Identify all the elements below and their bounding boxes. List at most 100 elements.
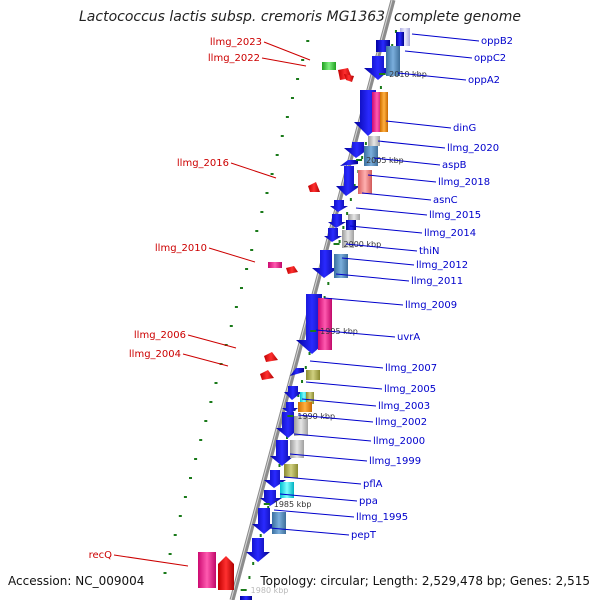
gene-arrow-llmg2015	[330, 200, 348, 212]
gene-label-right: llmg_1995	[356, 512, 408, 523]
ruler-dot	[306, 40, 310, 42]
ruler-dot	[285, 116, 289, 118]
gene-label-right: thiN	[419, 246, 440, 257]
ruler-dot	[267, 506, 270, 509]
gene-label-right: llmg_2011	[411, 276, 463, 287]
ruler-dot	[391, 44, 394, 47]
left-label-leader	[113, 554, 189, 567]
gene-block-oppc2	[386, 46, 400, 76]
gene-block-dinG	[372, 92, 382, 132]
gene-block-aspb	[364, 146, 378, 166]
ruler-dot	[245, 268, 249, 270]
ruler-dot	[301, 59, 305, 61]
scale-tick-label: 2000 kbp	[344, 240, 382, 249]
ruler-dot	[346, 212, 349, 215]
gene-arrow-llmg1995	[252, 508, 276, 534]
right-label-leader	[289, 453, 368, 462]
ruler-dot	[342, 226, 345, 229]
gene-block-uvra	[318, 298, 332, 350]
gene-block-llmg1999	[290, 440, 304, 458]
gene-label-left: llmg_2022	[208, 53, 260, 64]
ruler-dot	[255, 230, 259, 232]
scale-tick-label: 1980 kbp	[251, 586, 289, 595]
gene-arrow-llmg2005a	[284, 386, 302, 400]
gene-block-llmg2002	[298, 402, 312, 412]
ruler-dot	[364, 142, 367, 145]
ruler-dot	[239, 287, 243, 289]
gene-label-right: uvrA	[397, 332, 420, 343]
right-label-leader	[361, 192, 432, 201]
gene-features	[198, 28, 410, 600]
ruler-dot	[379, 86, 382, 89]
right-label-leader	[355, 207, 428, 216]
genome-summary: Topology: circular; Length: 2,529,478 bp…	[260, 574, 590, 588]
right-label-leader	[335, 273, 410, 282]
gene-block-llmg2005	[306, 370, 320, 380]
ruler-dot	[270, 173, 274, 175]
ruler-dot	[353, 184, 356, 187]
ruler-dot	[323, 296, 326, 299]
right-label-leaders: oppB2 oppC2 oppA2 dinG llmg_2020 aspB llmg_201…	[269, 33, 513, 541]
gene-block-pfla-cyan	[280, 482, 294, 498]
right-label-leader	[373, 157, 441, 166]
gene-block-dinG-orange	[380, 92, 388, 132]
gene-block-oppb2-dark	[396, 32, 404, 46]
gene-label-right: llmg_2002	[375, 417, 427, 428]
gene-label-right: llmg_2014	[424, 228, 476, 239]
ruler-dot	[327, 282, 330, 285]
ruler-dot	[338, 240, 341, 243]
gene-arrow-llmg2003	[282, 402, 298, 414]
gene-label-right: pflA	[363, 479, 383, 490]
left-label-leader	[187, 334, 237, 349]
ruler-dot	[163, 572, 167, 574]
gene-block-llmg2014	[346, 220, 356, 230]
right-label-leader	[341, 257, 415, 266]
gene-label-right: llmg_1999	[369, 456, 421, 467]
gene-arrow-llmg1999	[270, 440, 294, 466]
gene-label-left: llmg_2006	[134, 330, 186, 341]
right-label-leader	[397, 72, 467, 81]
gene-label-right: aspB	[442, 160, 467, 171]
accession-text: Accession: NC_009004	[8, 574, 145, 588]
map-title: Lactococcus lactis subsp. cremoris MG136…	[79, 9, 521, 25]
gene-label-right: llmg_2020	[447, 143, 499, 154]
gene-arrow-thin	[324, 228, 342, 242]
gene-label-left: llmg_2023	[210, 37, 262, 48]
gene-block-llmg2022	[322, 62, 336, 70]
ruler-dot	[260, 211, 264, 213]
ruler-dot	[296, 78, 300, 80]
gene-arrow-llmg2014	[328, 214, 346, 228]
gene-block-llmg2010	[268, 262, 282, 268]
scale-tick-label: 1995 kbp	[320, 327, 358, 336]
ruler-dot	[199, 439, 203, 441]
ruler-dot	[168, 553, 172, 555]
gene-block-asnC	[358, 170, 372, 194]
ruler-dot	[234, 306, 238, 308]
ruler-dot	[252, 562, 255, 565]
left-label-leader	[230, 162, 277, 179]
ruler-dot	[297, 394, 300, 397]
left-label-leader	[263, 41, 311, 61]
gene-arrow-llmg2010b	[286, 266, 298, 274]
gene-block-llmg2000	[294, 416, 308, 436]
gene-arrow-llmg2018	[336, 166, 360, 196]
ruler-dot	[278, 464, 281, 467]
ruler-dot	[248, 576, 251, 579]
gene-arrow-llmg2006	[264, 352, 278, 362]
gene-label-right: oppB2	[481, 36, 513, 47]
ruler-dot	[183, 496, 187, 498]
gene-arrow-llmg2016	[308, 182, 320, 192]
gene-label-left: recQ	[89, 550, 113, 561]
ruler-dot	[250, 249, 254, 251]
ruler-dot	[361, 156, 364, 159]
gene-label-left: llmg_2004	[129, 349, 181, 360]
gene-arrow-pept	[246, 538, 270, 562]
gene-block-llmg2015	[348, 214, 360, 220]
gene-label-right: dinG	[453, 123, 476, 134]
ruler-dot	[178, 515, 182, 517]
gene-label-right: oppA2	[468, 75, 500, 86]
ruler-dot	[304, 366, 307, 369]
ruler-dot	[189, 477, 193, 479]
gene-label-right: llmg_2012	[416, 260, 468, 271]
ruler-dot	[204, 420, 208, 422]
